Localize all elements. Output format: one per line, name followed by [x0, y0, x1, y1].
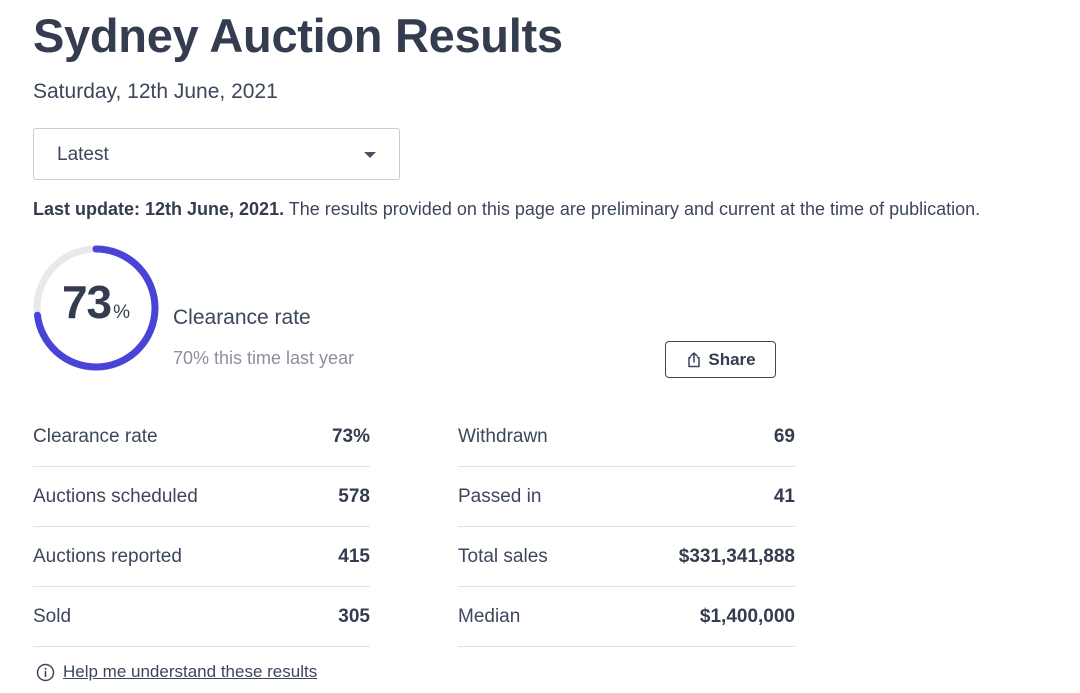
- stat-label: Clearance rate: [33, 425, 158, 447]
- chevron-down-icon: [364, 152, 376, 158]
- share-icon: [688, 351, 701, 367]
- stat-label: Withdrawn: [458, 425, 548, 447]
- help-link[interactable]: Help me understand these results: [63, 662, 318, 681]
- results-period-select[interactable]: Latest: [33, 128, 400, 180]
- stats-table-right: Withdrawn 69 Passed in 41 Total sales $331,…: [458, 407, 795, 647]
- stats-table-left: Clearance rate 73% Auctions scheduled 578 …: [33, 407, 370, 647]
- clearance-rate-number: 73: [61, 276, 112, 328]
- stat-label: Median: [458, 605, 521, 627]
- stat-row: Clearance rate 73%: [33, 407, 370, 467]
- last-update-note: Last update: 12th June, 2021. The result…: [33, 199, 980, 220]
- stat-value: 73%: [331, 425, 370, 447]
- ring-progress: [33, 245, 159, 371]
- stat-label: Passed in: [458, 485, 542, 507]
- stat-label: Auctions scheduled: [33, 485, 198, 507]
- stat-value: 578: [338, 485, 370, 507]
- stat-value: $331,341,888: [678, 545, 795, 567]
- clearance-rate-label: Clearance rate: [173, 306, 311, 329]
- stat-row: Auctions scheduled 578: [33, 467, 370, 527]
- stat-value: 41: [773, 485, 795, 507]
- help-section: Help me understand these results: [36, 662, 317, 682]
- share-button[interactable]: Share: [665, 341, 776, 378]
- stat-row: Median $1,400,000: [458, 587, 795, 647]
- clearance-rate-figure: 73%: [31, 243, 161, 373]
- stat-label: Auctions reported: [33, 545, 182, 567]
- last-update-label: Last update: 12th June, 2021.: [33, 199, 285, 219]
- stat-label: Sold: [33, 605, 72, 627]
- select-value: Latest: [57, 144, 109, 165]
- stat-value: 415: [338, 545, 370, 567]
- last-update-text: The results provided on this page are pr…: [284, 199, 981, 219]
- stat-value: $1,400,000: [699, 605, 795, 627]
- stat-row: Passed in 41: [458, 467, 795, 527]
- clearance-rate-ring: [33, 245, 159, 371]
- stat-label: Total sales: [458, 545, 548, 567]
- stat-row: Withdrawn 69: [458, 407, 795, 467]
- stat-row: Total sales $331,341,888: [458, 527, 795, 587]
- stat-value: 305: [338, 605, 370, 627]
- stat-value: 69: [773, 425, 795, 447]
- auction-date: Saturday, 12th June, 2021: [33, 80, 278, 103]
- percent-sign: %: [113, 302, 131, 323]
- page-title: Sydney Auction Results: [33, 9, 563, 62]
- stat-row: Sold 305: [33, 587, 370, 647]
- clearance-rate-comparison: 70% this time last year: [173, 348, 355, 368]
- info-icon: [36, 663, 55, 681]
- stat-row: Auctions reported 415: [33, 527, 370, 587]
- share-label: Share: [708, 349, 756, 369]
